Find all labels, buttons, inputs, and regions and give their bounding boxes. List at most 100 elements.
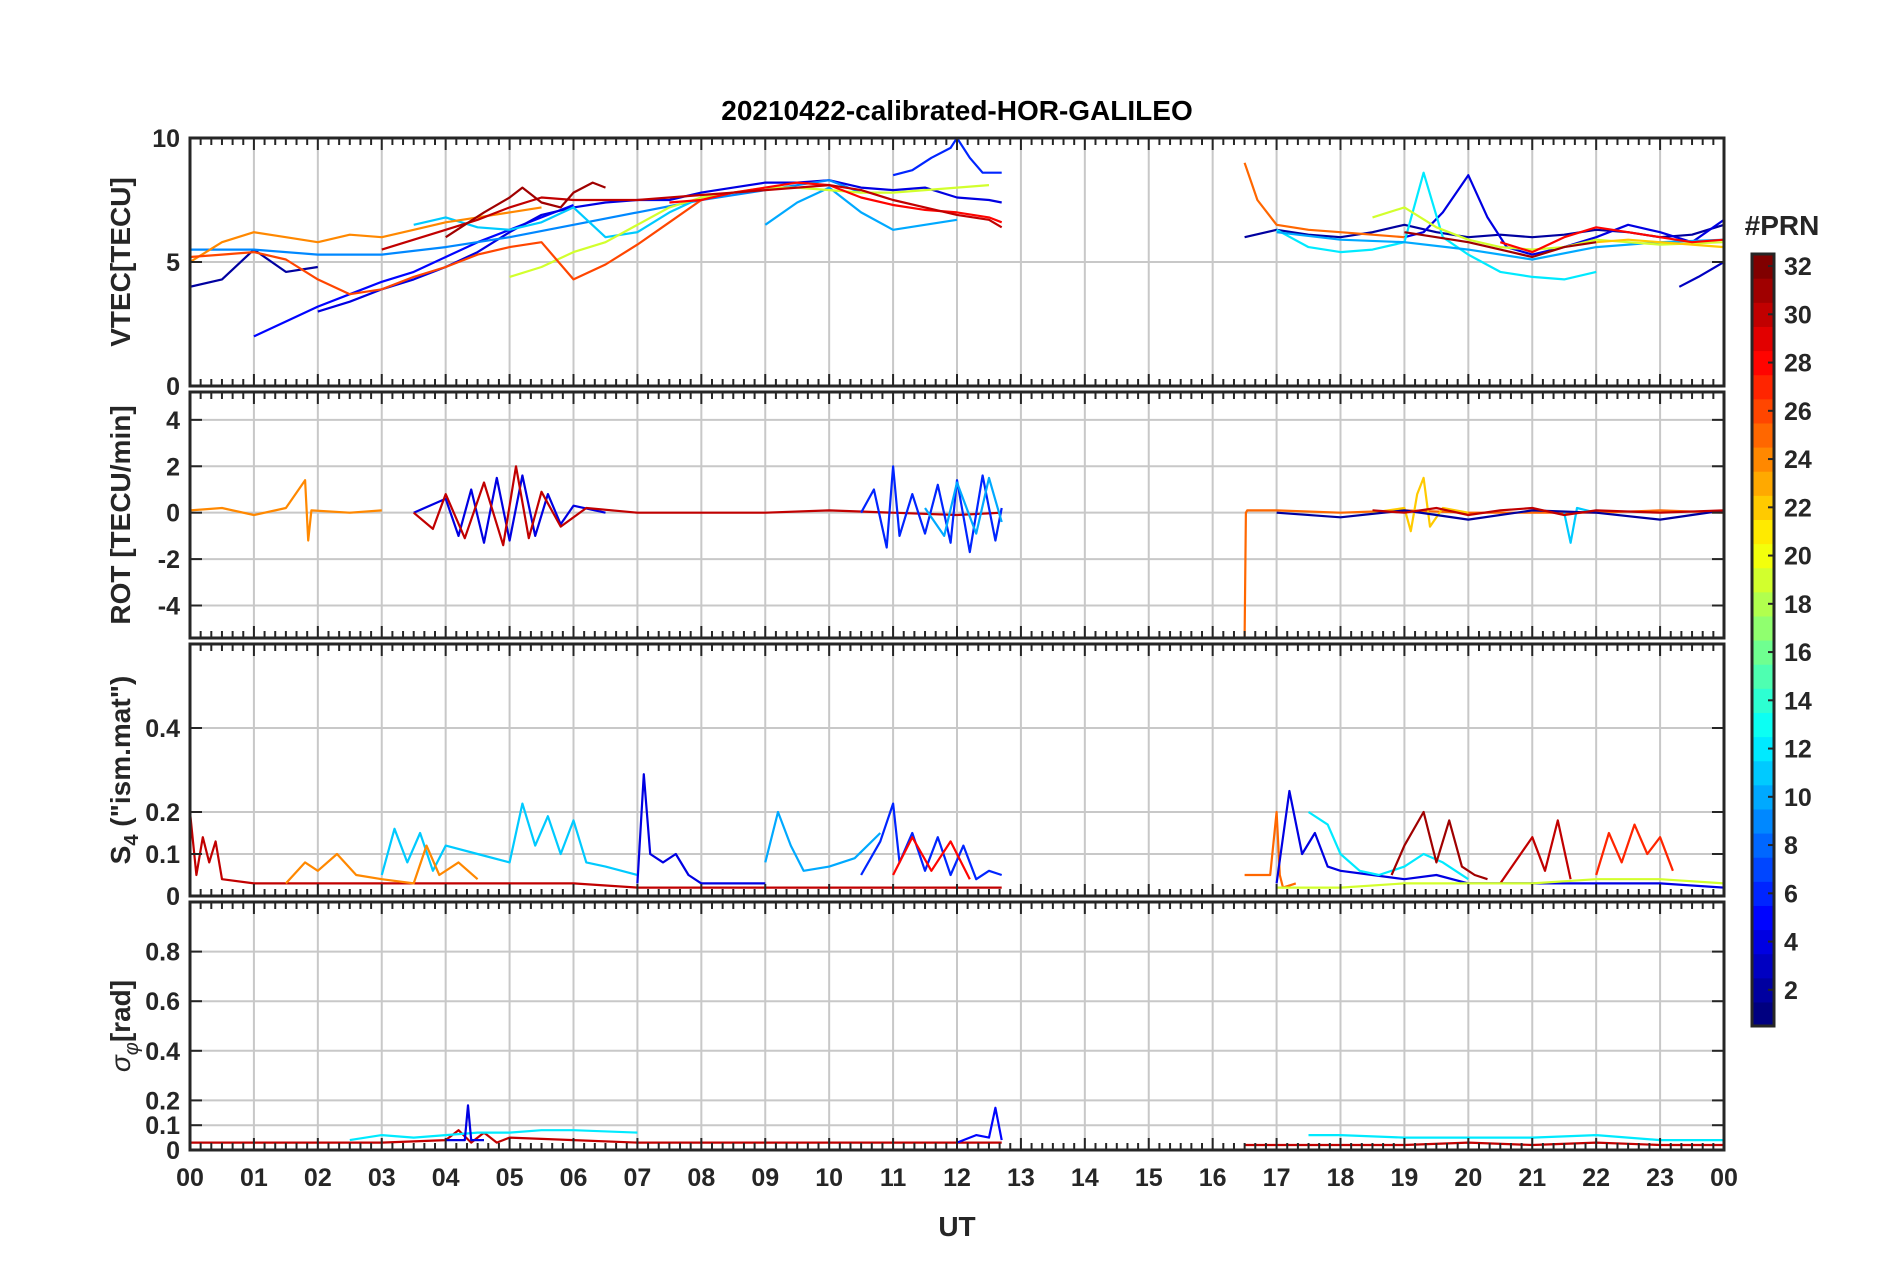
colorbar-tick-label: 28 <box>1784 350 1812 378</box>
colorbar-band <box>1752 977 1774 1003</box>
colorbar-band <box>1752 350 1774 376</box>
colorbar-tick-label: 2 <box>1784 977 1798 1005</box>
y-tick-label: 10 <box>152 125 180 153</box>
x-tick-label: 12 <box>943 1164 971 1192</box>
x-axis-label: UT <box>938 1211 975 1242</box>
y-tick-label: 0 <box>166 373 180 401</box>
y-axis-label: VTEC[TECU] <box>105 177 136 347</box>
series-line-prn-31 <box>445 181 606 239</box>
x-tick-label: 01 <box>240 1164 268 1192</box>
x-tick-label: 21 <box>1518 1164 1546 1192</box>
series-line-prn-30 <box>381 184 1003 251</box>
panel-vtec: 0 5 10 VTEC[TECU] <box>105 125 1726 401</box>
colorbar-band <box>1752 567 1774 593</box>
colorbar-band <box>1752 640 1774 665</box>
x-tick-label: 04 <box>432 1164 460 1192</box>
series-line-prn-12 <box>349 1129 638 1142</box>
x-tick-label: 06 <box>560 1164 588 1192</box>
colorbar-tick-label: 16 <box>1784 639 1812 667</box>
colorbar-tick-label: 22 <box>1784 494 1812 522</box>
series-line-prn-12 <box>1308 1134 1724 1142</box>
chart-title: 20210422-calibrated-HOR-GALILEO <box>721 95 1193 126</box>
x-tick-label: 17 <box>1263 1164 1291 1192</box>
colorbar-tick-label: 24 <box>1784 446 1812 474</box>
x-tick-label: 05 <box>496 1164 524 1192</box>
y-tick-label: 0 <box>166 1137 180 1165</box>
y-tick-label: 0.1 <box>145 1112 180 1140</box>
x-tick-label: 00 <box>1710 1164 1738 1192</box>
series-line-prn-4 <box>636 773 766 885</box>
series-line-prn-4 <box>413 474 606 544</box>
series-line-prn-5 <box>956 1106 1003 1144</box>
y-tick-label: 0.2 <box>145 799 180 827</box>
x-tick-label: 19 <box>1391 1164 1419 1192</box>
series-line-prn-6 <box>892 138 1002 177</box>
colorbar-label: #PRN <box>1745 210 1820 241</box>
y-tick-label: 0.1 <box>145 841 180 869</box>
x-tick-label: 10 <box>815 1164 843 1192</box>
colorbar-band <box>1752 302 1774 327</box>
y-tick-label: 0 <box>166 500 180 528</box>
series-line-prn-10 <box>764 186 958 231</box>
panel-sigma: 00.10.2 0.4 0.6 0.8σφ[rad] <box>105 900 1726 1165</box>
y-tick-label: -4 <box>158 593 180 621</box>
colorbar-band <box>1752 664 1774 689</box>
series-line-prn-11 <box>413 196 702 239</box>
x-axis: 00 01 02 03 04 05 06 07 08 09 10 11 12 13 14 15 16 17 18 19… <box>176 1164 1738 1192</box>
colorbar-band <box>1752 736 1774 762</box>
colorbar-tick-label: 4 <box>1784 929 1798 957</box>
colorbar-tick-label: 30 <box>1784 301 1812 329</box>
series-line-prn-28 <box>892 836 971 880</box>
colorbar-band <box>1752 857 1774 882</box>
x-tick-label: 08 <box>687 1164 715 1192</box>
series-line-prn-11 <box>1563 506 1597 544</box>
colorbar-band <box>1752 519 1774 545</box>
series-line-prn-10 <box>764 810 882 872</box>
x-tick-label: 18 <box>1327 1164 1355 1192</box>
colorbar-band <box>1752 833 1774 858</box>
x-tick-label: 09 <box>751 1164 779 1192</box>
colorbar-band <box>1752 447 1774 472</box>
colorbar-band <box>1752 760 1774 786</box>
series-line-prn-6 <box>860 465 1003 554</box>
y-tick-label: -2 <box>158 546 180 574</box>
series-line-prn-30 <box>412 465 1002 547</box>
series-line-prn-19 <box>1276 878 1724 889</box>
series-line-prn-24 <box>190 479 382 542</box>
series-line-prn-27 <box>1595 823 1674 876</box>
colorbar-tick-label: 26 <box>1784 398 1812 426</box>
colorbar-box <box>1750 252 1776 1028</box>
colorbar-band <box>1752 398 1774 424</box>
y-tick-label: 2 <box>166 453 180 481</box>
colorbar-tick-label: 12 <box>1784 736 1812 764</box>
colorbar-band <box>1752 688 1774 713</box>
series-line-prn-11 <box>380 802 638 877</box>
x-tick-label: 11 <box>880 1164 907 1192</box>
colorbar-tick-label: 20 <box>1784 543 1812 571</box>
x-tick-label: 23 <box>1646 1164 1674 1192</box>
x-tick-label: 15 <box>1135 1164 1163 1192</box>
y-tick-label: 5 <box>166 249 180 277</box>
colorbar-band <box>1752 495 1774 520</box>
colorbar-band <box>1752 326 1774 352</box>
y-tick-label: 0.4 <box>145 1038 180 1066</box>
x-tick-label: 14 <box>1071 1164 1099 1192</box>
colorbar-tick-label: 6 <box>1784 880 1798 908</box>
colorbar-band <box>1752 374 1774 400</box>
colorbar-band <box>1752 881 1774 906</box>
y-tick-label: 0.6 <box>145 988 180 1016</box>
colorbar-tick-label: 32 <box>1784 253 1812 281</box>
colorbar-tick-label: 14 <box>1784 687 1812 715</box>
series-line-prn-3 <box>1678 261 1724 288</box>
series-line-prn-26 <box>190 199 702 296</box>
series-line-prn-19 <box>1372 206 1724 251</box>
colorbar-band <box>1752 543 1774 569</box>
colorbar-band <box>1752 953 1774 979</box>
colorbar-band <box>1752 808 1774 834</box>
axes-box <box>188 390 1726 640</box>
y-axis-label: σφ[rad] <box>105 980 143 1072</box>
colorbar-band <box>1752 615 1774 641</box>
